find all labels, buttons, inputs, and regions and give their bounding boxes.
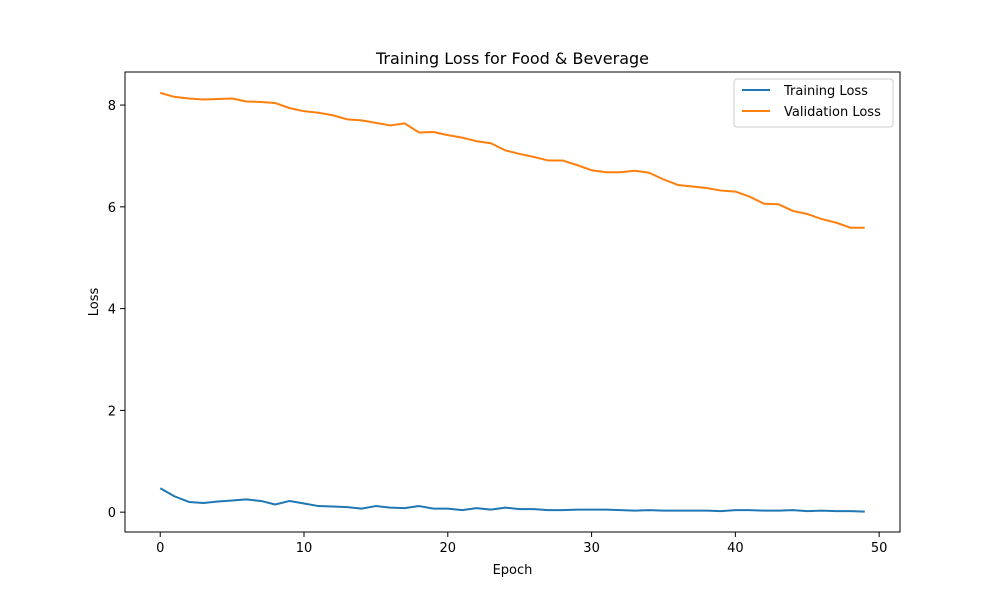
y-tick-label: 0 (108, 506, 116, 521)
y-tick-label: 8 (108, 99, 116, 114)
x-tick-label: 20 (440, 541, 457, 556)
x-tick-label: 40 (727, 541, 744, 556)
legend-label-validation-loss: Validation Loss (784, 105, 881, 120)
x-axis-ticks: 0 10 20 30 40 50 (156, 532, 887, 556)
plot-frame (124, 71, 901, 533)
y-tick-label: 6 (108, 201, 116, 216)
y-axis-label: Loss (87, 288, 102, 317)
x-tick-label: 10 (296, 541, 313, 556)
series-line-validation-loss (159, 91, 865, 229)
legend: Training Loss Validation Loss (733, 78, 894, 128)
y-tick-label: 4 (108, 303, 116, 318)
x-tick-label: 30 (583, 541, 600, 556)
series-line-training-loss (159, 487, 865, 513)
legend-box (733, 78, 894, 128)
series-layer (159, 91, 865, 513)
y-axis-ticks: 0 2 4 6 8 (108, 99, 125, 521)
y-tick-label: 2 (108, 404, 116, 419)
legend-label-training-loss: Training Loss (783, 84, 868, 99)
x-tick-label: 0 (156, 541, 164, 556)
chart-title: Training Loss for Food & Beverage (375, 49, 649, 68)
x-tick-label: 50 (871, 541, 888, 556)
x-axis-label: Epoch (493, 563, 533, 578)
